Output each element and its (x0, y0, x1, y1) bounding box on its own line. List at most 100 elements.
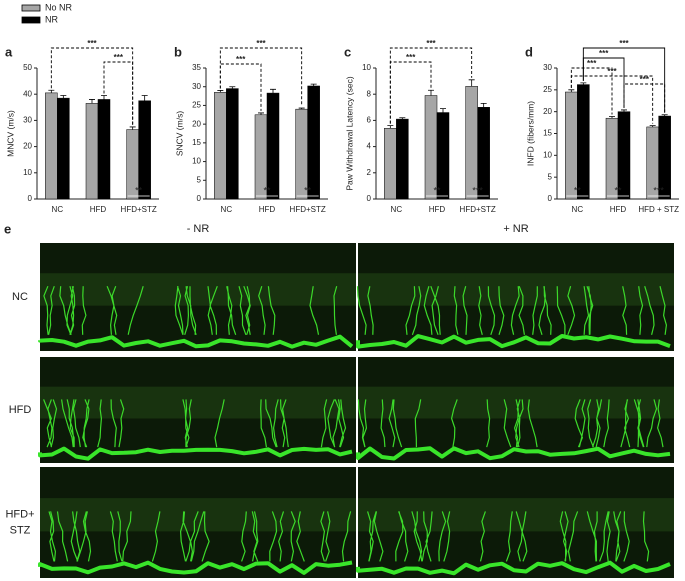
error-bar (399, 117, 406, 120)
error-bar (310, 83, 317, 86)
significance-bracket (570, 67, 613, 115)
bar (577, 84, 590, 200)
panel-label: d (525, 44, 533, 59)
y-axis-label: INFD (fibers/mm) (525, 101, 535, 166)
bar (465, 86, 478, 200)
error-bar (48, 89, 55, 93)
significance-label: *** (653, 185, 664, 195)
bar (138, 100, 151, 200)
y-tick-label: 10 (543, 150, 552, 159)
bar (266, 92, 280, 200)
x-tick-label: HFD+STZ (290, 205, 326, 214)
y-tick-label: 40 (23, 89, 32, 98)
x-tick-label: HFD (90, 205, 107, 214)
error-bar (387, 125, 394, 129)
error-bar (580, 82, 587, 85)
y-tick-label: 20 (23, 142, 32, 151)
error-bar (60, 95, 67, 99)
significance-bracket (582, 57, 625, 108)
significance-bracket (103, 61, 134, 125)
nerve-plexus (38, 560, 353, 575)
y-tick-label: 0 (197, 194, 202, 203)
significance-label: *** (256, 39, 266, 48)
y-tick-label: 6 (367, 116, 372, 125)
y-axis-label: MNCV (m/s) (5, 110, 15, 157)
column-label: - NR (187, 223, 210, 235)
micrograph-epidermis (40, 273, 356, 306)
y-tick-label: 30 (192, 82, 201, 91)
error-bar (621, 109, 627, 112)
significance-bracket (623, 83, 666, 113)
legend-swatch (21, 16, 41, 24)
bar (396, 118, 409, 200)
x-tick-label: HFD (610, 205, 627, 214)
micrograph-epidermis (358, 386, 674, 419)
micrograph-epidermis (40, 386, 356, 419)
bar (384, 128, 397, 200)
column-label: + NR (503, 223, 528, 235)
significance-bracket (389, 47, 473, 124)
y-tick-label: 30 (23, 116, 32, 125)
y-tick-label: 0 (28, 194, 33, 203)
y-tick-label: 35 (192, 63, 201, 72)
significance-bracket (570, 75, 654, 124)
nerve-fibers (43, 285, 338, 336)
micrograph-epidermis (358, 498, 674, 532)
panel-label: c (344, 44, 351, 59)
significance-label: *** (236, 55, 246, 64)
error-bar (229, 86, 236, 89)
y-tick-label: 50 (23, 63, 32, 72)
bar (565, 91, 578, 200)
y-tick-label: 8 (367, 89, 372, 98)
y-tick-label: 2 (367, 168, 372, 177)
nerve-fibers (43, 399, 347, 448)
error-bar (440, 108, 446, 113)
y-axis-label: Paw Withdrawal Latency (sec) (344, 76, 354, 190)
error-bar (141, 95, 148, 101)
significance-label: ** (574, 185, 582, 195)
significance-label: *** (87, 39, 97, 48)
error-bar (217, 90, 224, 93)
error-bar (89, 99, 95, 104)
bar (307, 85, 320, 200)
y-tick-label: 10 (192, 157, 201, 166)
significance-label: *** (587, 59, 597, 68)
x-tick-label: NC (221, 205, 233, 214)
significance-bracket (50, 47, 134, 125)
x-tick-label: HFD (429, 205, 446, 214)
x-tick-label: NC (52, 205, 64, 214)
y-tick-label: 20 (192, 119, 201, 128)
significance-label: *** (640, 75, 650, 84)
bar (424, 95, 438, 200)
significance-bracket (219, 47, 303, 107)
panel-label: b (174, 44, 182, 59)
error-bar (468, 79, 475, 87)
significance-label: *** (599, 49, 609, 58)
error-bar (298, 107, 305, 110)
y-tick-label: 5 (197, 175, 202, 184)
x-tick-label: HFD (259, 205, 276, 214)
significance-label: *** (114, 53, 124, 62)
bar (214, 92, 227, 200)
bar (85, 103, 99, 200)
significance-label: ** (433, 185, 441, 195)
error-bar (129, 126, 136, 130)
nerve-fibers (356, 285, 668, 336)
bar (45, 92, 58, 200)
significance-label: *** (607, 67, 617, 76)
row-label: NC (12, 291, 28, 303)
y-axis-label: SNCV (m/s) (174, 111, 184, 157)
y-tick-label: 25 (543, 85, 552, 94)
y-tick-label: 20 (543, 107, 552, 116)
micrograph-epidermis (358, 273, 674, 306)
legend-label: NR (45, 14, 58, 24)
y-tick-label: 4 (367, 142, 372, 151)
bar (226, 88, 239, 200)
significance-label: ** (304, 185, 312, 195)
significance-label: *** (619, 39, 629, 48)
error-bar (649, 125, 656, 127)
error-bar (270, 88, 276, 94)
y-tick-label: 15 (192, 138, 201, 147)
legend-label: No NR (45, 2, 73, 12)
